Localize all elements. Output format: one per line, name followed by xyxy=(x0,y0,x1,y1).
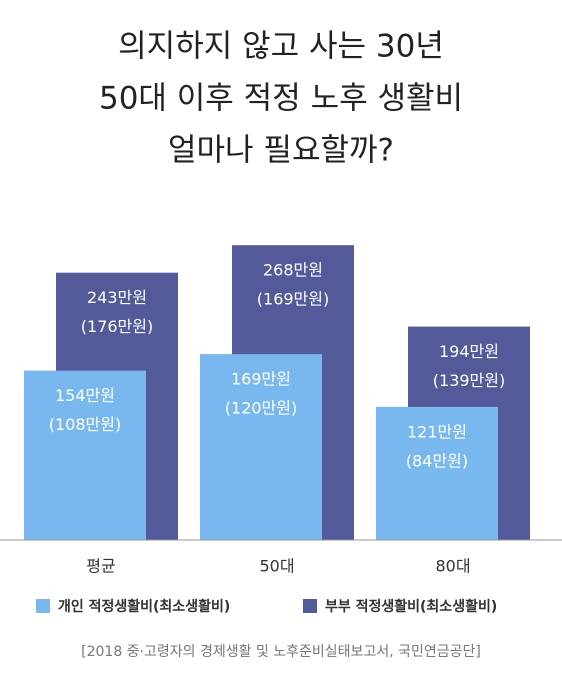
value-label: 268만원 xyxy=(263,261,323,280)
legend-label: 개인 적정생활비(최소생활비) xyxy=(58,598,230,615)
bar xyxy=(376,406,498,540)
x-tick-label: 평균 xyxy=(86,557,115,576)
x-tick-label: 50대 xyxy=(259,557,294,576)
min-value-label: (108만원) xyxy=(49,415,121,434)
bar xyxy=(200,354,322,540)
min-value-label: (176만원) xyxy=(81,317,153,336)
min-value-label: (139만원) xyxy=(433,371,505,390)
source: [2018 중·고령자의 경제생활 및 노후준비실태보고서, 국민연금공단] xyxy=(81,644,481,660)
value-label: 121만원 xyxy=(407,422,467,441)
chart-title: 50대 이후 적정 노후 생활비 xyxy=(99,81,463,117)
value-label: 169만원 xyxy=(231,370,291,389)
legend-swatch xyxy=(303,599,317,613)
min-value-label: (84만원) xyxy=(406,451,468,470)
min-value-label: (120만원) xyxy=(225,399,297,418)
value-label: 154만원 xyxy=(55,386,115,405)
legend-swatch xyxy=(36,599,50,613)
value-label: 243만원 xyxy=(87,288,147,307)
chart-title: 의지하지 않고 사는 30년 xyxy=(118,29,444,65)
x-tick-label: 80대 xyxy=(435,557,470,576)
legend-label: 부부 적정생활비(최소생활비) xyxy=(325,598,497,615)
chart-title: 얼마나 필요할까? xyxy=(168,133,394,169)
value-label: 194만원 xyxy=(439,342,499,361)
bar xyxy=(24,370,146,540)
min-value-label: (169만원) xyxy=(257,290,329,309)
